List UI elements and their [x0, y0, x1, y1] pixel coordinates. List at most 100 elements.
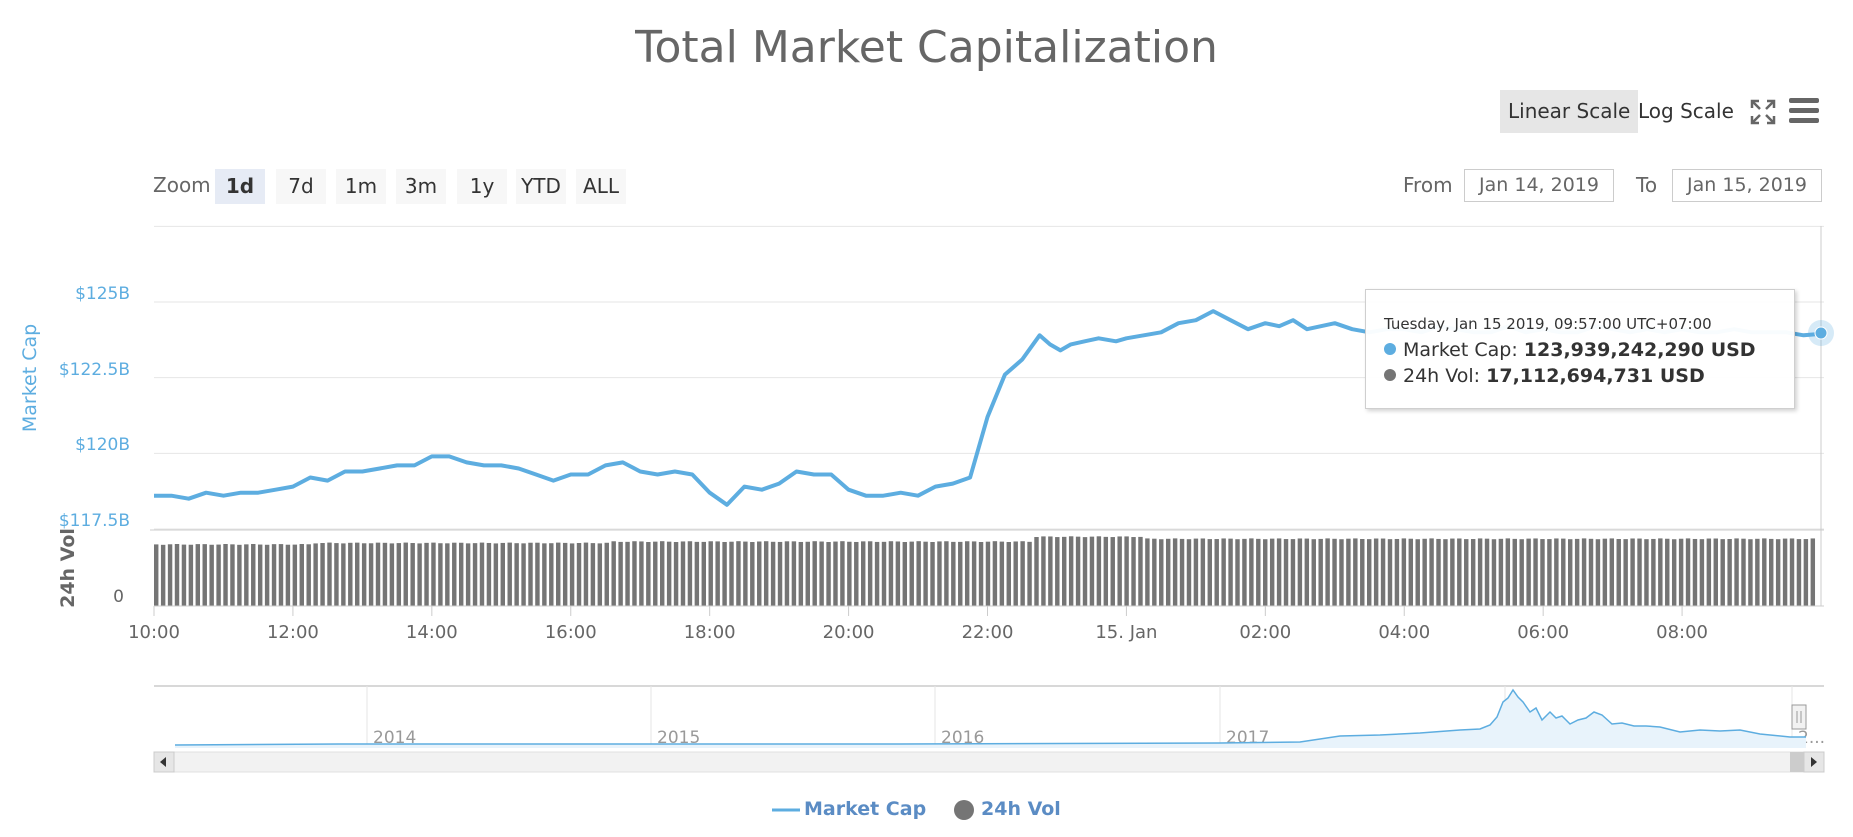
volume-bar: [583, 542, 589, 606]
volume-bar: [542, 543, 547, 606]
zoom-all-button[interactable]: ALL: [576, 169, 626, 204]
volume-bar: [978, 542, 984, 606]
volume-bar: [1505, 538, 1511, 606]
volume-bar: [493, 543, 499, 606]
volume-bar: [389, 543, 395, 606]
zoom-3m-button[interactable]: 3m: [396, 169, 446, 204]
volume-bar: [1138, 536, 1143, 606]
navigator-handle[interactable]: [1791, 704, 1807, 730]
navigator-scrollbar[interactable]: [153, 751, 1825, 773]
volume-bar: [1443, 539, 1448, 606]
scrollbar-thumb[interactable]: [1790, 752, 1804, 772]
tooltip-market-cap-row: Market Cap: 123,939,242,290 USD: [1384, 339, 1756, 361]
volume-bar: [417, 543, 422, 606]
volume-bar: [1561, 538, 1566, 606]
volume-bar: [576, 542, 582, 606]
volume-bar: [1318, 538, 1323, 606]
volume-bar: [1048, 536, 1053, 606]
volume-bar: [1006, 542, 1011, 606]
volume-bar: [1762, 538, 1767, 606]
volume-bar: [285, 544, 291, 606]
to-date-input[interactable]: Jan 15, 2019: [1672, 169, 1822, 202]
x-tick-label: 22:00: [962, 622, 1014, 643]
zoom-1y-button[interactable]: 1y: [457, 169, 507, 204]
volume-bar: [1353, 538, 1358, 606]
volume-bar: [909, 541, 914, 606]
volume-bar: [895, 541, 901, 606]
zoom-1m-button[interactable]: 1m: [336, 169, 386, 204]
volume-bar: [639, 541, 644, 606]
volume-bar: [465, 543, 471, 606]
volume-bar: [659, 541, 665, 606]
volume-bar: [1131, 537, 1136, 606]
volume-bar: [209, 544, 214, 606]
y-tick-122-5: $122.5B: [59, 360, 130, 380]
volume-bar: [1415, 539, 1420, 606]
legend-label-market-cap: Market Cap: [804, 798, 927, 820]
volume-bar: [1595, 539, 1601, 606]
volume-bar: [1602, 538, 1608, 606]
volume-bar: [1671, 539, 1677, 606]
volume-bar: [1062, 536, 1067, 606]
volume-bar: [1339, 539, 1344, 606]
volume-bar: [1055, 537, 1060, 606]
volume-bar: [1096, 536, 1102, 606]
volume-bar: [743, 541, 748, 606]
hover-point: [1814, 326, 1828, 340]
volume-bar: [1810, 538, 1816, 606]
x-tick-label: 08:00: [1656, 622, 1708, 643]
legend-item-market-cap[interactable]: Market Cap: [772, 798, 926, 820]
volume-bar: [556, 542, 561, 606]
volume-bar: [1748, 539, 1753, 606]
legend-item-24h-vol[interactable]: 24h Vol: [953, 798, 1061, 821]
zoom-7d-button[interactable]: 7d: [276, 169, 326, 204]
y-tick-117-5: $117.5B: [59, 511, 130, 531]
volume-bar: [334, 543, 339, 606]
fullscreen-icon[interactable]: [1750, 99, 1776, 125]
hamburger-menu-icon[interactable]: [1789, 97, 1819, 125]
volume-bar: [1526, 538, 1531, 606]
volume-bar: [916, 541, 921, 606]
volume-bar: [507, 542, 512, 606]
volume-bar: [1228, 538, 1233, 606]
navigator[interactable]: 201420152016201720182...: [154, 685, 1825, 748]
volume-bar: [569, 543, 575, 606]
volume-bar: [1179, 538, 1185, 606]
volume-bar: [985, 541, 991, 606]
y-tick-120: $120B: [75, 435, 130, 455]
linear-scale-button[interactable]: Linear Scale: [1500, 90, 1639, 133]
volume-bar: [597, 543, 603, 606]
volume-bar: [438, 543, 443, 606]
volume-bar: [1741, 538, 1746, 606]
x-tick-label: 06:00: [1517, 622, 1569, 643]
volume-bar: [791, 541, 797, 606]
volume-bar: [361, 543, 367, 606]
zoom-ytd-button[interactable]: YTD: [516, 169, 566, 204]
volume-bar: [964, 541, 970, 606]
volume-bar: [1706, 538, 1712, 606]
volume-bar: [1464, 539, 1469, 606]
from-date-input[interactable]: Jan 14, 2019: [1464, 169, 1614, 202]
volume-bar: [1366, 539, 1372, 606]
volume-bar: [445, 543, 450, 606]
volume-bar: [1623, 539, 1628, 606]
zoom-1d-button[interactable]: 1d: [215, 169, 265, 204]
volume-bar: [1269, 538, 1275, 606]
volume-bar: [257, 544, 263, 606]
volume-bar: [410, 543, 415, 606]
volume-bar: [784, 541, 790, 606]
volume-bar: [1658, 538, 1663, 606]
volume-bar: [1727, 539, 1732, 606]
volume-bar: [375, 542, 381, 606]
volume-bar: [327, 542, 332, 606]
volume-bar: [1186, 539, 1192, 606]
volume-bar: [1283, 539, 1289, 606]
volume-bar: [1644, 539, 1649, 606]
volume-bar: [313, 543, 318, 606]
volume-bar: [1713, 538, 1718, 606]
volume-bar: [722, 541, 727, 606]
volume-bar: [798, 541, 804, 606]
volume-bar: [1387, 539, 1393, 606]
log-scale-button[interactable]: Log Scale: [1638, 99, 1734, 123]
volume-bar: [1782, 538, 1788, 606]
